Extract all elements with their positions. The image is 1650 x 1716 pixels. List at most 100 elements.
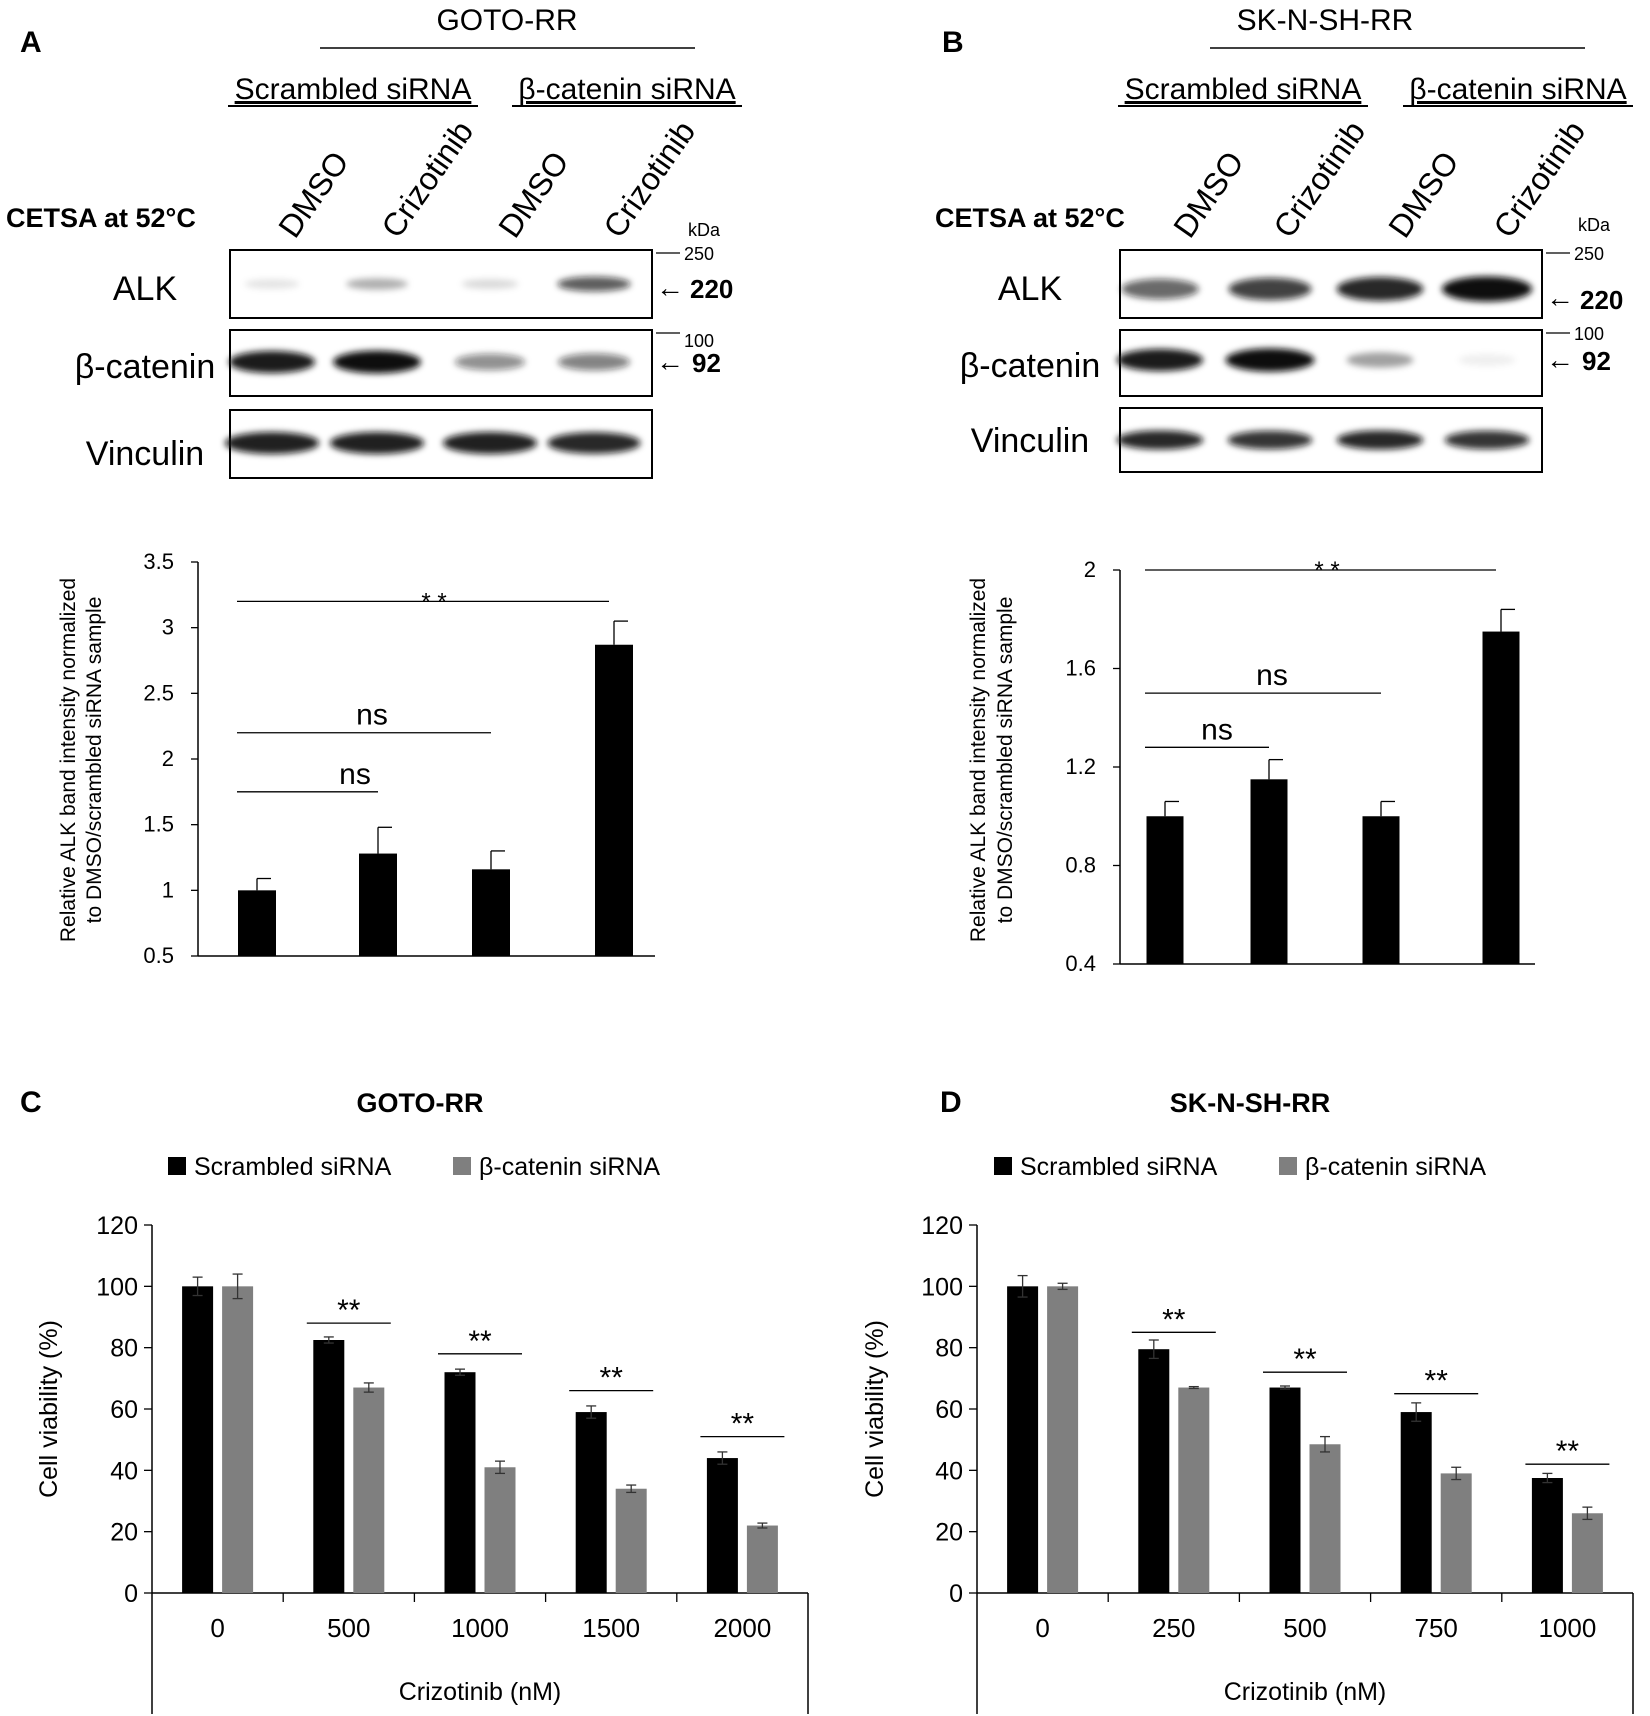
bar	[472, 869, 510, 956]
panel-letter-a: A	[20, 26, 42, 59]
y-tick-label: 80	[110, 1335, 138, 1363]
lane-label-a-4: Crizotinib	[596, 114, 702, 244]
y-tick-label: 40	[110, 1457, 138, 1485]
y-tick-label: 0.8	[1065, 853, 1096, 878]
x-tick-label: 1000	[1538, 1613, 1596, 1643]
significance-stars: **	[1162, 1303, 1186, 1336]
panel-a-blot: A GOTO-RR Scrambled siRNA β-catenin siRN…	[6, 4, 742, 479]
chart-c-viability: C GOTO-RR Scrambled siRNA β-catenin siRNA 0 2…	[20, 1086, 809, 1714]
band-catenin-lane-1	[228, 350, 316, 374]
y-axis-label: to DMSO/scrambled siRNA sample	[994, 597, 1017, 924]
arrow-catenin-b: ←	[1546, 344, 1574, 375]
arrow-alk-a: ←	[656, 272, 684, 303]
blot-label-vinculin-b: Vinculin	[971, 422, 1089, 460]
chart-a-alk-intensity: 0.5 1 1.5 2 2.5 3 3.5 Relative ALK band intensi…	[57, 549, 655, 968]
band-alk-lane-1	[244, 279, 300, 289]
marker-label-100-a: 100	[684, 331, 714, 351]
panel-letter-b: B	[942, 26, 964, 59]
y-tick-label: 40	[935, 1457, 963, 1485]
band-catenin-lane-3	[1346, 352, 1414, 368]
significance-ns: ns	[1201, 713, 1233, 746]
bar	[1482, 631, 1520, 964]
x-tick-label: 750	[1415, 1613, 1458, 1643]
marker-label-250-a: 250	[684, 244, 714, 264]
bar	[575, 1412, 607, 1593]
y-axis-label: Relative ALK band intensity normalized	[57, 578, 80, 942]
significance-stars: **	[731, 1408, 755, 1441]
bar	[1571, 1513, 1603, 1593]
bar	[444, 1372, 476, 1593]
lane-label-a-1: DMSO	[271, 145, 356, 244]
cell-line-title-b: SK-N-SH-RR	[1237, 4, 1414, 37]
bar	[1178, 1387, 1210, 1593]
band-catenin-lane-1	[1116, 348, 1204, 372]
band-catenin-lane-3	[454, 353, 526, 371]
arrow-alk-b: ←	[1546, 282, 1574, 313]
blot-label-vinculin-a: Vinculin	[86, 435, 204, 473]
bar	[595, 644, 633, 956]
y-tick-label: 1	[162, 877, 174, 902]
y-tick-label: 20	[110, 1519, 138, 1547]
chart-title: GOTO-RR	[357, 1088, 484, 1118]
bar	[1138, 1349, 1170, 1593]
bar	[1400, 1412, 1432, 1593]
y-tick-label: 60	[110, 1396, 138, 1424]
band-size-220-b: 220	[1580, 285, 1623, 315]
band-catenin-lane-2	[1225, 348, 1315, 372]
bar	[706, 1458, 738, 1593]
lane-label-a-2: Crizotinib	[374, 114, 480, 244]
blot-bands-alk-b	[1121, 276, 1533, 302]
blot-bands-catenin-a	[228, 350, 631, 374]
arrow-catenin-a: ←	[656, 346, 684, 377]
bar	[1250, 779, 1288, 964]
band-vinculin-lane-1	[1116, 430, 1204, 450]
cetsa-label-b: CETSA at 52°C	[935, 203, 1125, 233]
y-tick-label: 0	[949, 1580, 963, 1608]
panel-letter: C	[20, 1086, 42, 1119]
y-tick-label: 60	[935, 1396, 963, 1424]
band-vinculin-lane-2	[1227, 430, 1313, 450]
band-vinculin-lane-2	[329, 432, 425, 454]
significance-stars: **	[337, 1294, 361, 1327]
significance-stars: * *	[1314, 557, 1339, 584]
bar	[1531, 1478, 1563, 1593]
y-axis-label: Cell viability (%)	[861, 1320, 889, 1498]
bar	[1362, 816, 1400, 964]
chart-title: SK-N-SH-RR	[1170, 1088, 1330, 1118]
band-alk-lane-2	[1228, 277, 1312, 301]
band-size-220-a: 220	[690, 274, 733, 304]
chart-d-viability: D SK-N-SH-RR Scrambled siRNA β-catenin siRN…	[861, 1086, 1634, 1714]
blot-bands-vinculin-b	[1116, 430, 1530, 450]
y-axis-label: Cell viability (%)	[35, 1320, 63, 1498]
x-tick-label: 500	[327, 1613, 370, 1643]
x-tick-label: 1500	[582, 1613, 640, 1643]
cell-line-title-a: GOTO-RR	[436, 4, 577, 37]
band-catenin-lane-4	[557, 353, 631, 371]
blot-label-alk-b: ALK	[998, 270, 1063, 308]
band-alk-lane-3	[1336, 277, 1424, 301]
bar	[484, 1467, 516, 1593]
x-tick-label: 0	[1035, 1613, 1049, 1643]
y-axis-label: Relative ALK band intensity normalized	[967, 578, 990, 942]
y-tick-label: 120	[96, 1212, 138, 1240]
y-axis-label: to DMSO/scrambled siRNA sample	[83, 597, 106, 924]
legend-swatch	[168, 1157, 186, 1175]
bar	[1269, 1387, 1301, 1593]
marker-label-250-b: 250	[1574, 244, 1604, 264]
y-tick-label: 1.5	[143, 812, 174, 837]
band-vinculin-lane-3	[1336, 430, 1424, 450]
x-tick-label: 500	[1283, 1613, 1326, 1643]
bar	[182, 1286, 214, 1593]
y-tick-label: 0	[124, 1580, 138, 1608]
x-tick-label: 1000	[451, 1613, 509, 1643]
bar	[238, 890, 276, 956]
blot-bands-alk-a	[244, 276, 631, 292]
x-axis-label: Crizotinib (nM)	[1224, 1678, 1387, 1706]
lane-label-a-3: DMSO	[491, 145, 576, 244]
bar	[1440, 1473, 1472, 1593]
lane-label-b-4: Crizotinib	[1486, 114, 1592, 244]
y-tick-label: 2	[162, 746, 174, 771]
y-tick-label: 0.5	[143, 943, 174, 968]
band-size-92-b: 92	[1582, 346, 1611, 376]
